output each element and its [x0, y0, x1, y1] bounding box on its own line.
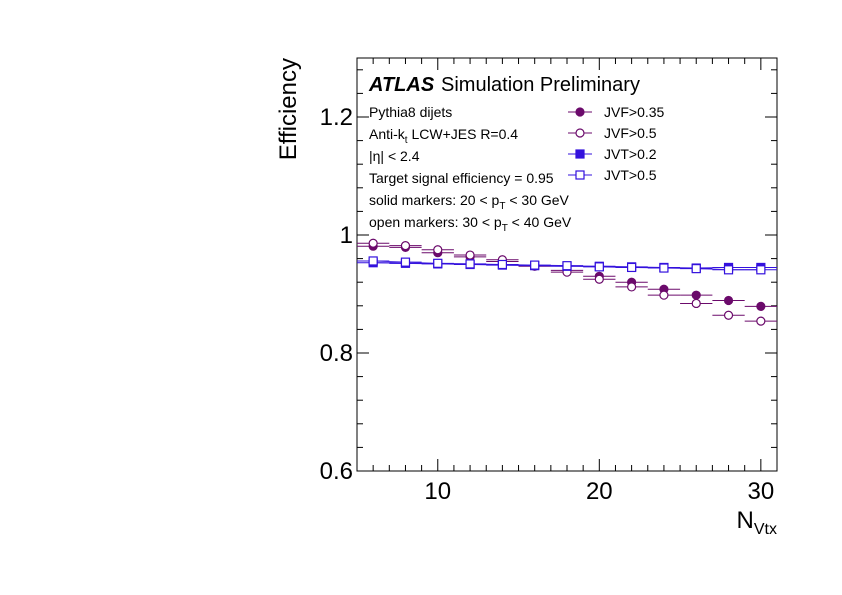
atlas-label: ATLAS: [368, 74, 435, 96]
data-point: [497, 259, 507, 270]
info-line: |η| < 2.4: [369, 148, 420, 164]
data-point: [723, 265, 734, 275]
data-point: [465, 259, 475, 269]
legend-marker: [575, 170, 585, 180]
data-point: [594, 274, 604, 284]
data-point: [659, 290, 669, 300]
data-point: [691, 264, 701, 274]
info-line: Target signal efficiency = 0.95: [369, 170, 554, 186]
data-point: [530, 260, 540, 270]
series-jvf-0-5: [357, 238, 777, 326]
y-axis-title: Efficiency: [275, 58, 302, 160]
data-point: [659, 263, 669, 273]
legend-marker: [575, 149, 585, 159]
legend-marker: [575, 128, 585, 138]
data-point: [756, 301, 766, 311]
data-point: [723, 295, 734, 306]
data-point: [627, 282, 637, 292]
legend-entry: JVF>0.35: [568, 104, 665, 120]
status-label: Simulation Preliminary: [441, 74, 640, 96]
x-tick-label: 30: [747, 478, 774, 505]
info-line: open markers: 30 < pT < 40 GeV: [369, 214, 572, 234]
legend-label: JVT>0.2: [604, 146, 657, 162]
x-tick-label: 10: [424, 478, 451, 505]
info-line: Pythia8 dijets: [369, 104, 452, 120]
info-line: solid markers: 20 < pT < 30 GeV: [369, 192, 570, 212]
legend-entry: JVT>0.5: [568, 167, 657, 183]
y-tick-label: 0.6: [320, 458, 353, 485]
data-point: [465, 250, 475, 260]
data-point: [368, 238, 378, 248]
legend-label: JVF>0.35: [604, 104, 665, 120]
legend-marker: [575, 107, 585, 117]
data-point: [400, 241, 411, 251]
y-tick-label: 0.8: [320, 340, 353, 367]
x-axis-title: NVtx: [737, 507, 777, 538]
series-jvt-0-5: [357, 256, 777, 275]
data-point: [723, 310, 734, 320]
legend-label: JVF>0.5: [604, 125, 657, 141]
data-point: [756, 265, 766, 275]
data-point: [627, 262, 637, 273]
data-point: [433, 258, 443, 268]
data-point: [594, 262, 604, 272]
data-point: [756, 316, 766, 326]
x-tick-label: 20: [586, 478, 613, 505]
legend-entry: JVT>0.2: [568, 146, 657, 162]
info-line: Anti-kt LCW+JES R=0.4: [369, 126, 518, 146]
data-point: [691, 298, 701, 309]
y-tick-label: 1: [340, 222, 353, 249]
data-point: [691, 290, 701, 300]
y-tick-label: 1.2: [320, 104, 353, 131]
legend-entry: JVF>0.5: [568, 125, 657, 141]
legend-label: JVT>0.5: [604, 167, 657, 183]
data-point: [400, 257, 411, 267]
data-point: [433, 245, 443, 255]
data-point: [562, 261, 572, 271]
data-point: [368, 256, 378, 266]
